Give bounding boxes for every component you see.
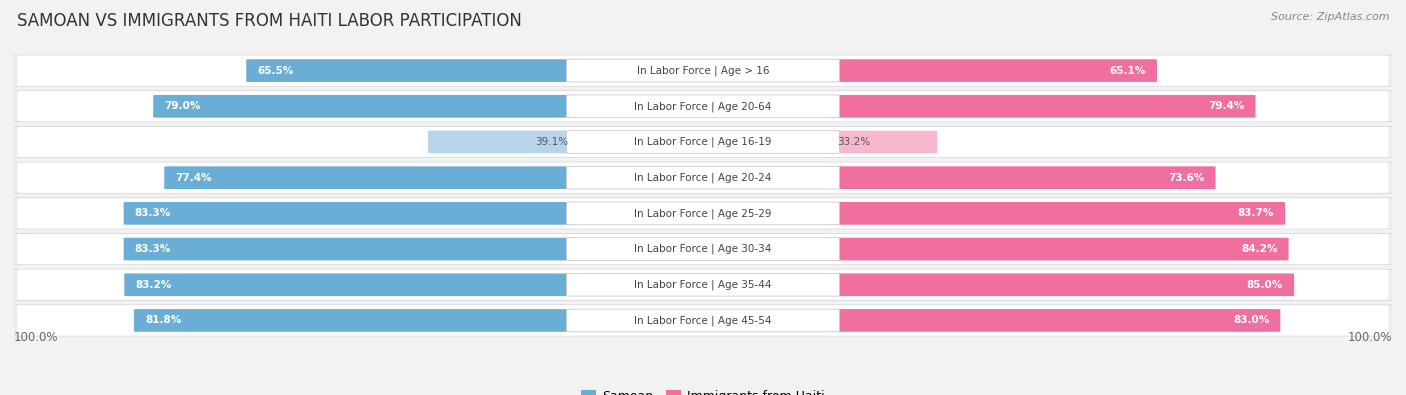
Text: In Labor Force | Age 25-29: In Labor Force | Age 25-29 xyxy=(634,208,772,218)
FancyBboxPatch shape xyxy=(17,234,1389,264)
Text: In Labor Force | Age 45-54: In Labor Force | Age 45-54 xyxy=(634,315,772,326)
Text: In Labor Force | Age 20-64: In Labor Force | Age 20-64 xyxy=(634,101,772,111)
FancyBboxPatch shape xyxy=(567,131,839,153)
Text: 79.4%: 79.4% xyxy=(1208,101,1244,111)
FancyBboxPatch shape xyxy=(17,269,1389,300)
FancyBboxPatch shape xyxy=(567,202,839,225)
FancyBboxPatch shape xyxy=(17,162,1389,193)
Legend: Samoan, Immigrants from Haiti: Samoan, Immigrants from Haiti xyxy=(581,389,825,395)
FancyBboxPatch shape xyxy=(828,309,1281,332)
FancyBboxPatch shape xyxy=(567,273,839,296)
Text: SAMOAN VS IMMIGRANTS FROM HAITI LABOR PARTICIPATION: SAMOAN VS IMMIGRANTS FROM HAITI LABOR PA… xyxy=(17,12,522,30)
FancyBboxPatch shape xyxy=(17,198,1389,229)
Text: 33.2%: 33.2% xyxy=(838,137,870,147)
FancyBboxPatch shape xyxy=(17,55,1389,86)
Text: 83.3%: 83.3% xyxy=(135,244,172,254)
FancyBboxPatch shape xyxy=(11,91,1395,122)
Text: 100.0%: 100.0% xyxy=(1347,331,1392,344)
FancyBboxPatch shape xyxy=(11,198,1395,229)
FancyBboxPatch shape xyxy=(11,126,1395,158)
Text: 39.1%: 39.1% xyxy=(536,137,568,147)
Text: In Labor Force | Age 30-34: In Labor Force | Age 30-34 xyxy=(634,244,772,254)
Text: 73.6%: 73.6% xyxy=(1168,173,1205,182)
FancyBboxPatch shape xyxy=(11,162,1395,193)
FancyBboxPatch shape xyxy=(11,305,1395,336)
Text: 100.0%: 100.0% xyxy=(14,331,59,344)
Text: 83.3%: 83.3% xyxy=(135,209,172,218)
FancyBboxPatch shape xyxy=(828,238,1289,260)
Text: 83.0%: 83.0% xyxy=(1233,316,1270,325)
FancyBboxPatch shape xyxy=(828,202,1285,225)
FancyBboxPatch shape xyxy=(134,309,578,332)
FancyBboxPatch shape xyxy=(567,166,839,189)
Text: 83.7%: 83.7% xyxy=(1237,209,1274,218)
FancyBboxPatch shape xyxy=(17,305,1389,336)
FancyBboxPatch shape xyxy=(828,95,1256,118)
FancyBboxPatch shape xyxy=(124,202,578,225)
FancyBboxPatch shape xyxy=(246,59,578,82)
FancyBboxPatch shape xyxy=(567,238,839,260)
FancyBboxPatch shape xyxy=(567,309,839,332)
FancyBboxPatch shape xyxy=(17,127,1389,157)
Text: 65.1%: 65.1% xyxy=(1109,66,1146,75)
Text: Source: ZipAtlas.com: Source: ZipAtlas.com xyxy=(1271,12,1389,22)
Text: In Labor Force | Age 20-24: In Labor Force | Age 20-24 xyxy=(634,173,772,183)
Text: 85.0%: 85.0% xyxy=(1247,280,1284,290)
FancyBboxPatch shape xyxy=(11,233,1395,265)
FancyBboxPatch shape xyxy=(11,269,1395,300)
Text: 77.4%: 77.4% xyxy=(176,173,212,182)
FancyBboxPatch shape xyxy=(427,131,578,153)
FancyBboxPatch shape xyxy=(828,59,1157,82)
FancyBboxPatch shape xyxy=(17,91,1389,121)
FancyBboxPatch shape xyxy=(567,59,839,82)
Text: In Labor Force | Age 35-44: In Labor Force | Age 35-44 xyxy=(634,280,772,290)
FancyBboxPatch shape xyxy=(124,273,578,296)
FancyBboxPatch shape xyxy=(567,95,839,118)
FancyBboxPatch shape xyxy=(828,273,1294,296)
FancyBboxPatch shape xyxy=(165,166,578,189)
Text: 79.0%: 79.0% xyxy=(165,101,201,111)
FancyBboxPatch shape xyxy=(828,166,1216,189)
FancyBboxPatch shape xyxy=(828,131,938,153)
Text: 65.5%: 65.5% xyxy=(257,66,294,75)
Text: In Labor Force | Age > 16: In Labor Force | Age > 16 xyxy=(637,65,769,76)
FancyBboxPatch shape xyxy=(11,55,1395,86)
Text: 83.2%: 83.2% xyxy=(135,280,172,290)
FancyBboxPatch shape xyxy=(153,95,578,118)
Text: 84.2%: 84.2% xyxy=(1241,244,1278,254)
Text: 81.8%: 81.8% xyxy=(145,316,181,325)
Text: In Labor Force | Age 16-19: In Labor Force | Age 16-19 xyxy=(634,137,772,147)
FancyBboxPatch shape xyxy=(124,238,578,260)
